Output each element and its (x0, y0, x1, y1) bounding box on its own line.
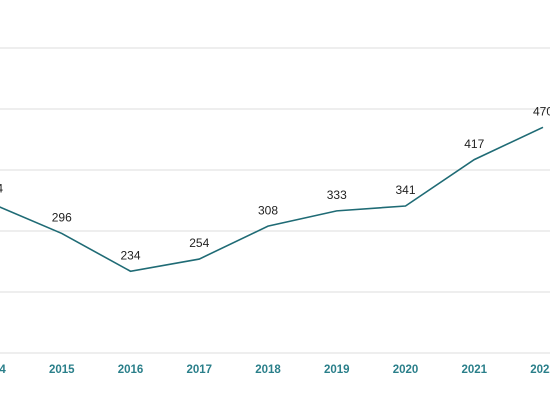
value-label: 417 (464, 137, 484, 151)
x-tick-label: 2017 (186, 364, 212, 376)
x-tick-label: 2015 (49, 364, 75, 376)
x-tick-label: 2021 (461, 364, 487, 376)
value-label: 344 (0, 181, 3, 195)
value-label: 254 (189, 236, 209, 250)
value-label: 470 (533, 104, 550, 118)
x-tick-label: 2019 (324, 364, 350, 376)
x-tick-label: 2020 (393, 364, 419, 376)
value-label: 333 (327, 188, 347, 202)
value-label: 234 (120, 248, 140, 262)
x-tick-label: 2014 (0, 364, 6, 376)
value-label: 341 (395, 183, 415, 197)
x-tick-label: 2018 (255, 364, 281, 376)
value-label: 308 (258, 203, 278, 217)
x-tick-label: 2022 (530, 364, 550, 376)
line (0, 126, 544, 273)
x-tick-label: 2016 (118, 364, 144, 376)
value-label: 296 (52, 211, 72, 225)
